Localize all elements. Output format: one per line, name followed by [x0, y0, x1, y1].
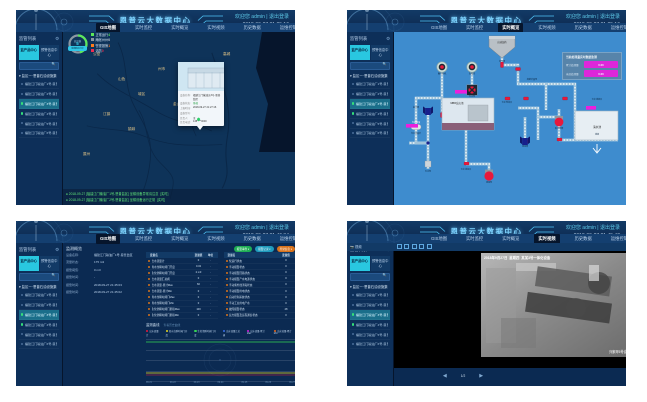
- svg-text:污水泵: 污水泵: [425, 169, 431, 173]
- svg-text:污水排泥口: 污水排泥口: [461, 167, 471, 171]
- svg-text:加药计量泵: 加药计量泵: [527, 77, 537, 81]
- svg-text:MBR反应池: MBR反应池: [450, 101, 464, 105]
- svg-text:清水池: 清水池: [593, 125, 601, 129]
- svg-text:污水排放口: 污水排放口: [592, 97, 602, 101]
- svg-text:排泥泵: 排泥泵: [486, 180, 492, 184]
- svg-text:污水泵出口: 污水泵出口: [502, 100, 512, 104]
